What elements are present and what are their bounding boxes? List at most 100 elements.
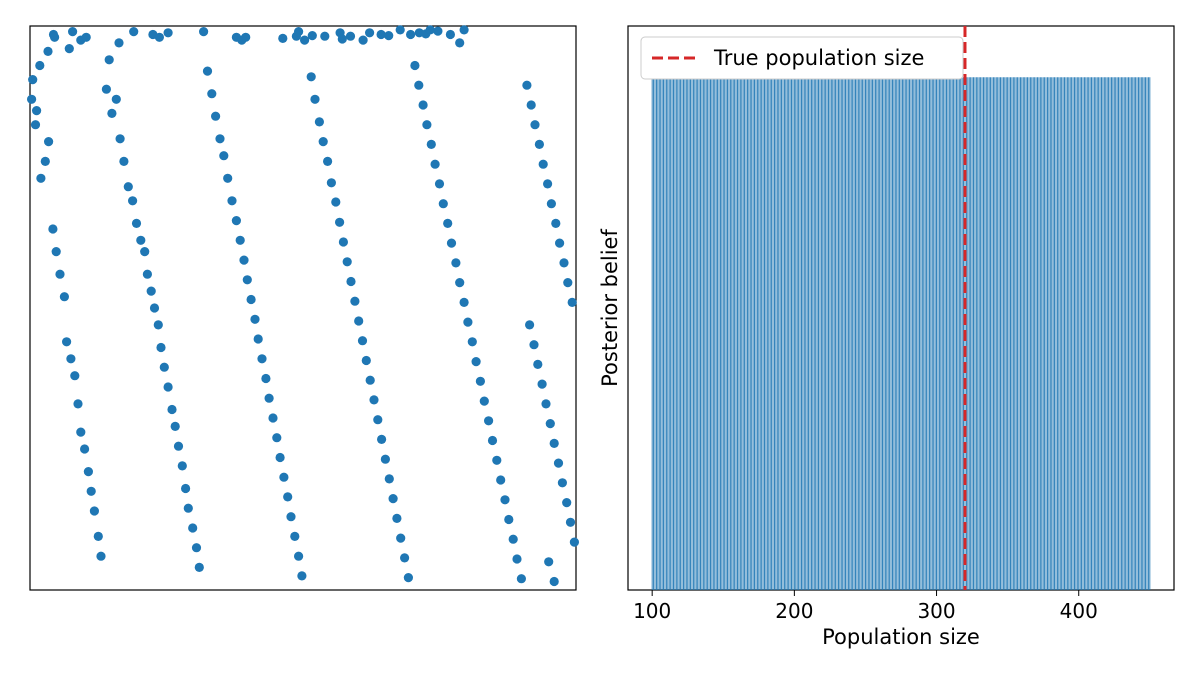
scatter-point bbox=[104, 55, 114, 65]
scatter-point bbox=[425, 25, 435, 35]
x-tick-label: 300 bbox=[917, 599, 955, 623]
scatter-point bbox=[384, 30, 394, 41]
scatter-point bbox=[445, 29, 455, 40]
scatter-point bbox=[153, 320, 163, 330]
scatter-point bbox=[80, 444, 90, 454]
scatter-point bbox=[264, 393, 274, 403]
legend-label-true-population: True population size bbox=[713, 46, 924, 70]
scatter-point bbox=[101, 84, 111, 94]
scatter-point bbox=[199, 27, 209, 37]
scatter-point bbox=[194, 562, 204, 573]
scatter-point bbox=[537, 379, 547, 389]
scatter-point bbox=[396, 533, 406, 543]
scatter-point bbox=[115, 134, 125, 144]
scatter-point bbox=[529, 340, 539, 350]
scatter-point bbox=[129, 27, 139, 37]
scatter-point bbox=[522, 80, 532, 90]
scatter-point bbox=[73, 399, 83, 409]
scatter-point bbox=[530, 120, 540, 130]
scatter-point bbox=[290, 531, 300, 542]
scatter-point bbox=[167, 404, 177, 415]
scatter-point bbox=[223, 173, 233, 183]
scatter-point bbox=[318, 137, 328, 147]
bar-panel: 100 200 300 400 Population size Posterior b… bbox=[598, 25, 1175, 649]
scatter-point bbox=[338, 237, 348, 247]
scatter-point bbox=[500, 495, 510, 505]
scatter-point bbox=[66, 354, 76, 364]
scatter-point bbox=[414, 80, 424, 90]
scatter-point bbox=[475, 376, 485, 386]
scatter-point bbox=[551, 218, 561, 228]
scatter-point bbox=[239, 255, 249, 265]
scatter-point bbox=[253, 334, 263, 344]
scatter-points bbox=[27, 25, 580, 587]
scatter-point bbox=[242, 275, 252, 285]
scatter-point bbox=[406, 29, 416, 40]
scatter-point bbox=[235, 235, 245, 245]
scatter-point bbox=[451, 258, 461, 268]
scatter-point bbox=[422, 120, 432, 130]
scatter-point bbox=[354, 316, 364, 326]
scatter-point bbox=[31, 106, 42, 116]
scatter-point bbox=[215, 134, 225, 144]
scatter-point bbox=[430, 159, 440, 169]
scatter-point bbox=[555, 238, 565, 248]
scatter-point bbox=[546, 199, 557, 209]
scatter-point bbox=[526, 100, 536, 110]
scatter-point bbox=[128, 196, 138, 206]
scatter-point bbox=[471, 357, 481, 367]
scatter-point bbox=[395, 25, 405, 35]
scatter-point bbox=[286, 512, 296, 522]
scatter-point bbox=[119, 156, 129, 166]
scatter-point bbox=[392, 513, 402, 524]
scatter-point bbox=[89, 506, 99, 516]
scatter-point bbox=[111, 94, 121, 104]
scatter-point bbox=[365, 28, 375, 38]
scatter-point bbox=[35, 60, 45, 71]
scatter-point bbox=[562, 498, 572, 508]
y-axis-label: Posterior belief bbox=[598, 229, 622, 387]
scatter-point bbox=[250, 314, 260, 324]
scatter-point bbox=[268, 413, 278, 423]
scatter-point bbox=[27, 94, 37, 104]
scatter-point bbox=[93, 531, 103, 542]
scatter-point bbox=[314, 117, 324, 127]
scatter-point bbox=[159, 362, 169, 372]
scatter-point bbox=[156, 342, 166, 353]
scatter-point bbox=[346, 276, 356, 287]
scatter-point bbox=[70, 371, 80, 381]
scatter-point bbox=[369, 395, 379, 405]
scatter-point bbox=[446, 238, 457, 248]
scatter-point bbox=[463, 317, 473, 327]
scatter-point bbox=[365, 375, 375, 385]
scatter-point bbox=[508, 534, 518, 544]
scatter-point bbox=[207, 89, 217, 99]
scatter-point bbox=[310, 94, 320, 104]
scatter-point bbox=[331, 197, 341, 207]
scatter-point bbox=[211, 111, 221, 121]
scatter-point bbox=[361, 355, 371, 366]
scatter-point bbox=[30, 120, 41, 130]
scatter-point bbox=[86, 486, 96, 496]
scatter-point bbox=[177, 461, 187, 471]
scatter-point bbox=[455, 38, 465, 48]
scatter-point bbox=[426, 139, 436, 149]
scatter-point bbox=[36, 173, 46, 183]
scatter-point bbox=[170, 421, 180, 431]
scatter-point bbox=[403, 573, 413, 583]
scatter-point bbox=[326, 178, 336, 188]
scatter-point bbox=[342, 257, 352, 267]
scatter-point bbox=[40, 156, 50, 166]
scatter-point bbox=[410, 60, 420, 71]
scatter-point bbox=[525, 320, 535, 330]
scatter-point bbox=[516, 574, 527, 584]
scatter-point bbox=[487, 435, 498, 446]
scatter-point bbox=[549, 576, 559, 587]
scatter-point bbox=[279, 472, 289, 482]
scatter-point bbox=[557, 478, 568, 488]
scatter-point bbox=[114, 38, 124, 48]
scatter-point bbox=[241, 32, 251, 42]
scatter-point bbox=[541, 399, 551, 409]
scatter-point bbox=[434, 179, 445, 189]
scatter-point bbox=[142, 269, 152, 279]
